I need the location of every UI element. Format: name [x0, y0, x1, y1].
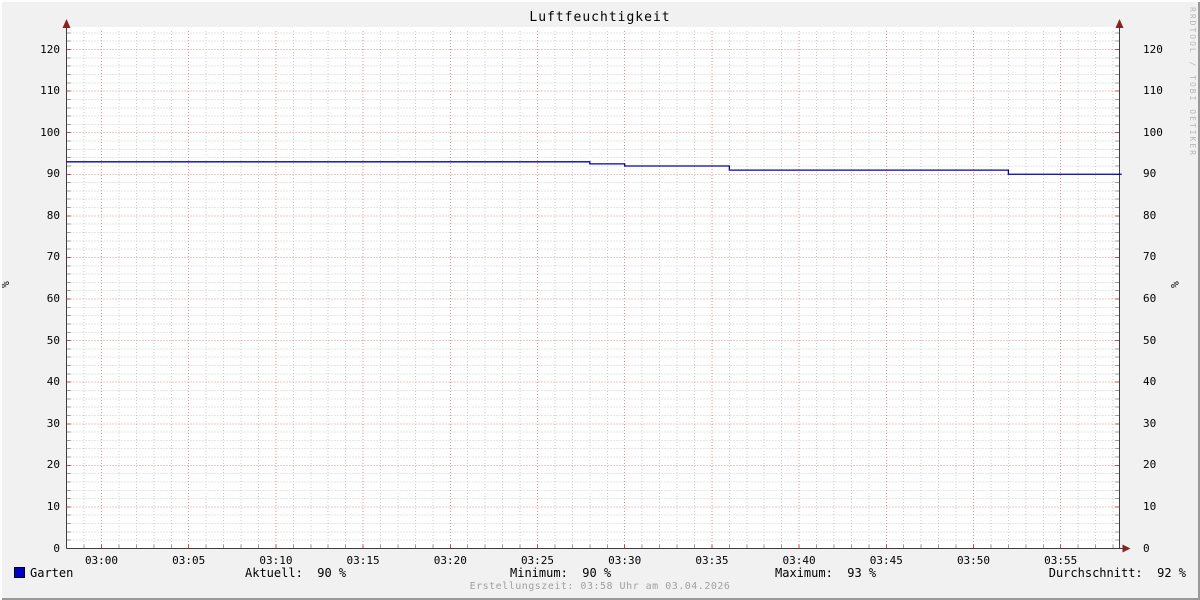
y-axis-tick-label: 60 [46, 292, 60, 306]
rrdtool-watermark: RRDTOOL / TOBI OETIKER [1188, 7, 1197, 157]
y-axis-tick-label: 120 [1143, 42, 1163, 56]
x-axis-tick-label: 03:35 [695, 554, 729, 567]
y-axis-unit-right: % [1167, 281, 1181, 288]
x-axis-tick-label: 03:05 [172, 554, 206, 567]
creation-time-text: Erstellungszeit: 03:58 Uhr am 03.04.2026 [469, 581, 731, 592]
x-axis-tick-label: 03:55 [1044, 554, 1078, 567]
y-axis-tick-label: 100 [1143, 125, 1163, 139]
y-axis-tick-label: 40 [1143, 375, 1157, 389]
y-axis-tick-label: 80 [46, 208, 60, 222]
y-axis-tick-label: 0 [1143, 541, 1150, 555]
y-axis-tick-label: 70 [46, 250, 60, 264]
x-axis-tick-label: 03:00 [84, 554, 119, 567]
legend-average-value: Durchschnitt: 92 % [1048, 566, 1186, 580]
x-axis-tick-label: 03:50 [956, 554, 991, 567]
x-axis-tick-label: 03:20 [433, 554, 467, 567]
y-axis-tick-label: 90 [46, 167, 60, 181]
y-axis-tick-label: 50 [46, 333, 60, 347]
y-axis-tick-label: 70 [1143, 250, 1157, 264]
x-axis-tick-label: 03:30 [608, 554, 642, 567]
y-axis-tick-label: 40 [46, 375, 60, 389]
y-axis-tick-label: 20 [1143, 458, 1157, 472]
legend-maximum-value: Maximum: 93 % [775, 566, 877, 580]
legend-current-value: Aktuell: 90 % [245, 566, 347, 580]
y-axis-tick-label: 50 [1143, 333, 1157, 347]
series-line-garten [66, 161, 1122, 175]
y-axis-tick-label: 120 [40, 42, 60, 56]
y-axis-tick-label: 110 [1143, 84, 1163, 98]
legend-minimum-value: Minimum: 90 % [510, 566, 612, 580]
y-axis-unit-left: % [0, 281, 12, 288]
y-axis-tick-label: 80 [1143, 208, 1157, 222]
x-axis-tick-label: 03:40 [782, 554, 816, 567]
legend-series-name: Garten [30, 566, 74, 580]
x-axis-tick-label: 03:15 [346, 554, 380, 567]
y-axis-tick-label: 10 [1143, 499, 1157, 513]
y-axis-tick-label: 90 [1143, 167, 1157, 181]
y-axis-tick-label: 110 [40, 84, 60, 98]
legend-swatch-garten [14, 567, 25, 578]
y-axis-tick-label: 0 [53, 541, 60, 555]
y-axis-tick-label: 20 [46, 458, 60, 472]
chart-title: Luftfeuchtigkeit [529, 10, 671, 25]
x-axis-tick-label: 03:10 [259, 554, 293, 567]
y-axis-tick-label: 30 [1143, 416, 1157, 430]
x-axis-tick-label: 03:25 [520, 554, 555, 567]
y-axis-tick-label: 60 [1143, 292, 1157, 306]
y-axis-tick-label: 10 [46, 499, 60, 513]
y-axis-tick-label: 100 [40, 125, 60, 139]
y-axis-tick-label: 30 [46, 416, 60, 430]
x-axis-tick-label: 03:45 [869, 554, 903, 567]
